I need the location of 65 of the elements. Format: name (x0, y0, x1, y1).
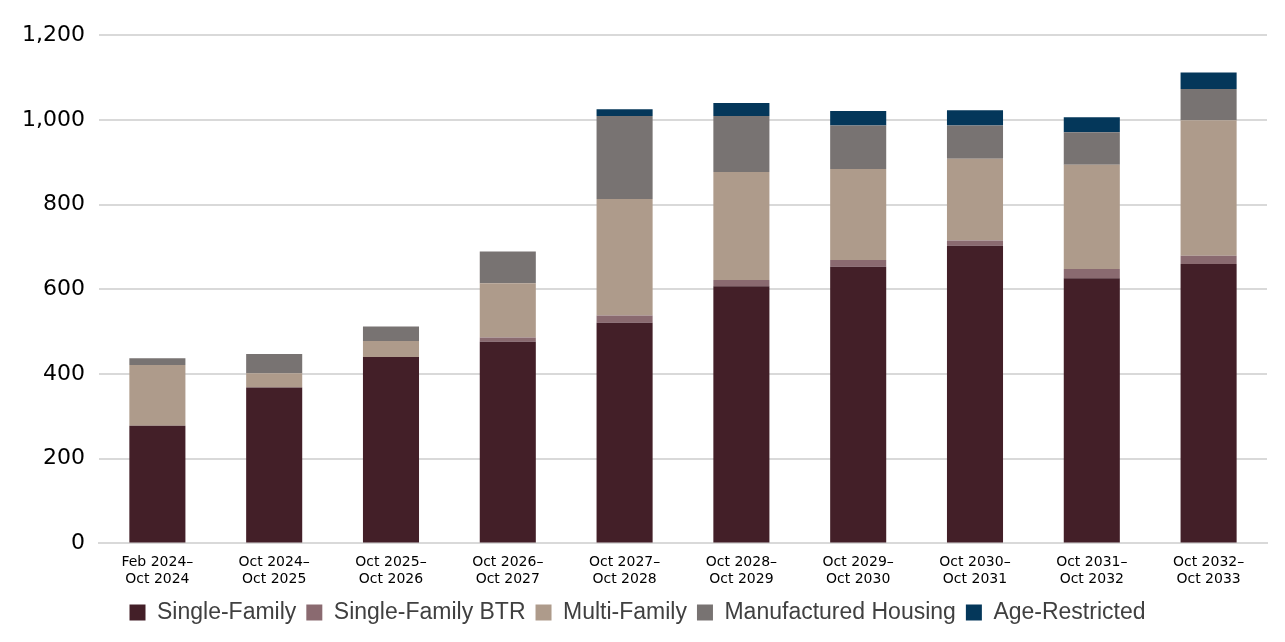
bar (596, 109, 653, 117)
bar (246, 354, 303, 374)
legend-label: Single-Family (157, 597, 297, 624)
y-tick-label: 1,000 (22, 105, 85, 131)
bar (713, 102, 770, 117)
y-tick-label: 800 (42, 190, 85, 216)
bar (362, 340, 420, 358)
y-tick-label: 200 (42, 444, 85, 470)
legend-label: Manufactured Housing (724, 597, 956, 624)
bar (713, 171, 770, 280)
x-tick-label: Feb 2024–Oct 2024 (121, 553, 194, 587)
bar (830, 260, 887, 267)
bar (596, 322, 653, 543)
bar (946, 110, 1004, 126)
x-tick-label: Oct 2026–Oct 2027 (472, 553, 544, 587)
bar (1063, 278, 1120, 543)
y-tick-label: 600 (42, 275, 85, 301)
y-tick-label: 1,200 (22, 20, 85, 46)
x-tick-label: Oct 2032–Oct 2033 (1172, 553, 1245, 587)
bar (1180, 263, 1237, 543)
x-tick-label: Oct 2027–Oct 2028 (588, 553, 661, 587)
bar (713, 286, 770, 543)
x-tick-label: Oct 2029–Oct 2030 (822, 553, 894, 587)
x-tick-label: Oct 2031–Oct 2032 (1056, 553, 1128, 587)
bar (246, 373, 303, 388)
bar (946, 158, 1004, 241)
bar (129, 358, 186, 366)
bar (946, 240, 1004, 246)
bar (479, 341, 536, 543)
legend-label: Multi-Family (563, 597, 688, 624)
legend-label: Single-Family BTR (333, 597, 526, 624)
x-tick-label: Oct 2028–Oct 2029 (705, 553, 778, 587)
bar (129, 365, 186, 426)
bar (1180, 255, 1237, 264)
bar (596, 116, 653, 200)
bar (1063, 164, 1120, 269)
bar (1180, 120, 1237, 256)
bar (596, 315, 653, 323)
bar (830, 111, 887, 126)
bar (946, 245, 1004, 543)
bar (362, 357, 420, 543)
bar (830, 125, 887, 170)
bar (713, 116, 770, 172)
bar (479, 251, 536, 284)
bar (713, 279, 770, 287)
bar (1063, 117, 1120, 133)
y-tick-label: 400 (42, 359, 85, 385)
y-tick-label: 0 (70, 529, 85, 555)
bar (129, 425, 186, 543)
bar (362, 326, 420, 341)
bar (830, 169, 887, 261)
x-tick-label: Oct 2030–Oct 2031 (939, 553, 1011, 587)
bar (830, 266, 887, 543)
legend-label: Age-Restricted (993, 597, 1146, 624)
bar (1180, 72, 1237, 89)
x-tick-label: Oct 2025–Oct 2026 (355, 553, 427, 587)
bar (1063, 268, 1120, 279)
bar (1180, 88, 1237, 121)
bar (1063, 132, 1120, 165)
bar (596, 199, 653, 316)
bar (479, 337, 536, 342)
bar (246, 387, 303, 543)
x-tick-label: Oct 2024–Oct 2025 (238, 553, 310, 587)
bar (946, 125, 1004, 159)
bar (479, 283, 536, 338)
